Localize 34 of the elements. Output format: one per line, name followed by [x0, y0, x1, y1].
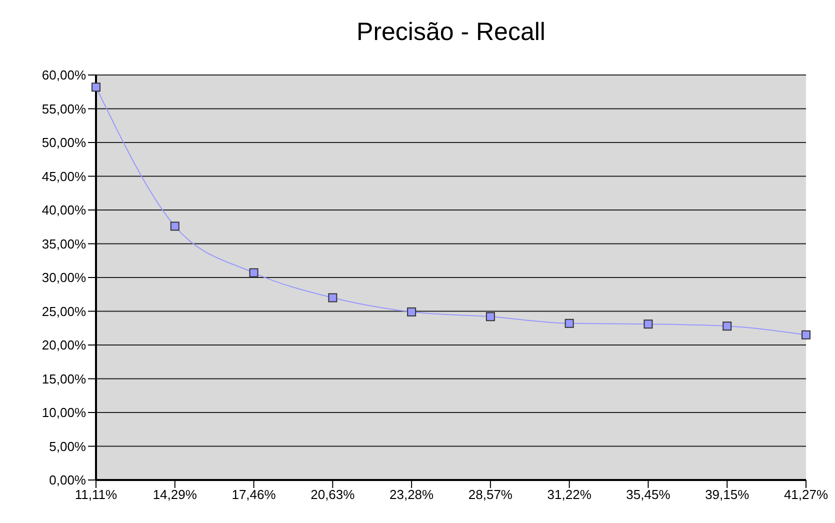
point — [722, 322, 732, 331]
x-tick-label: 39,15% — [705, 487, 750, 502]
y-tick-label: 20,00% — [42, 338, 86, 353]
y-tick-label: 55,00% — [42, 101, 86, 116]
y-tick-label: 35,00% — [42, 236, 86, 252]
y-tick-label: 60,00% — [42, 68, 86, 83]
point — [644, 320, 653, 329]
y-tick-label: 10,00% — [42, 405, 86, 420]
x-tick-label: 20,63% — [310, 487, 356, 502]
point — [328, 293, 338, 302]
y-tick-label: 25,00% — [42, 304, 86, 319]
x-tick-label: 11,11% — [74, 487, 118, 502]
y-tick-label: 0,00% — [49, 472, 86, 488]
y-tick-label: 40,00% — [42, 202, 86, 218]
x-tick-label: 28,57% — [468, 487, 513, 502]
x-tick-label: 23,28% — [390, 487, 434, 502]
chart-title: Precisão - Recall — [356, 18, 546, 47]
y-tick-label: 5,00% — [49, 438, 86, 454]
point — [407, 307, 416, 316]
point — [802, 330, 810, 340]
y-tick-label: 45,00% — [42, 168, 86, 184]
y-tick-label: 30,00% — [42, 270, 86, 286]
y-tick-label: 15,00% — [42, 371, 86, 386]
point — [564, 318, 574, 328]
x-tick-label: 35,45% — [626, 487, 671, 502]
point — [486, 312, 495, 322]
point — [249, 268, 258, 278]
x-tick-label: 14,29% — [152, 487, 198, 502]
y-tick-label: 50,00% — [42, 135, 86, 150]
x-tick-label: 41,27% — [784, 487, 828, 502]
x-tick-label: 31,22% — [547, 487, 592, 502]
point — [170, 222, 180, 231]
x-tick-label: 17,46% — [232, 487, 276, 502]
point — [92, 82, 100, 92]
